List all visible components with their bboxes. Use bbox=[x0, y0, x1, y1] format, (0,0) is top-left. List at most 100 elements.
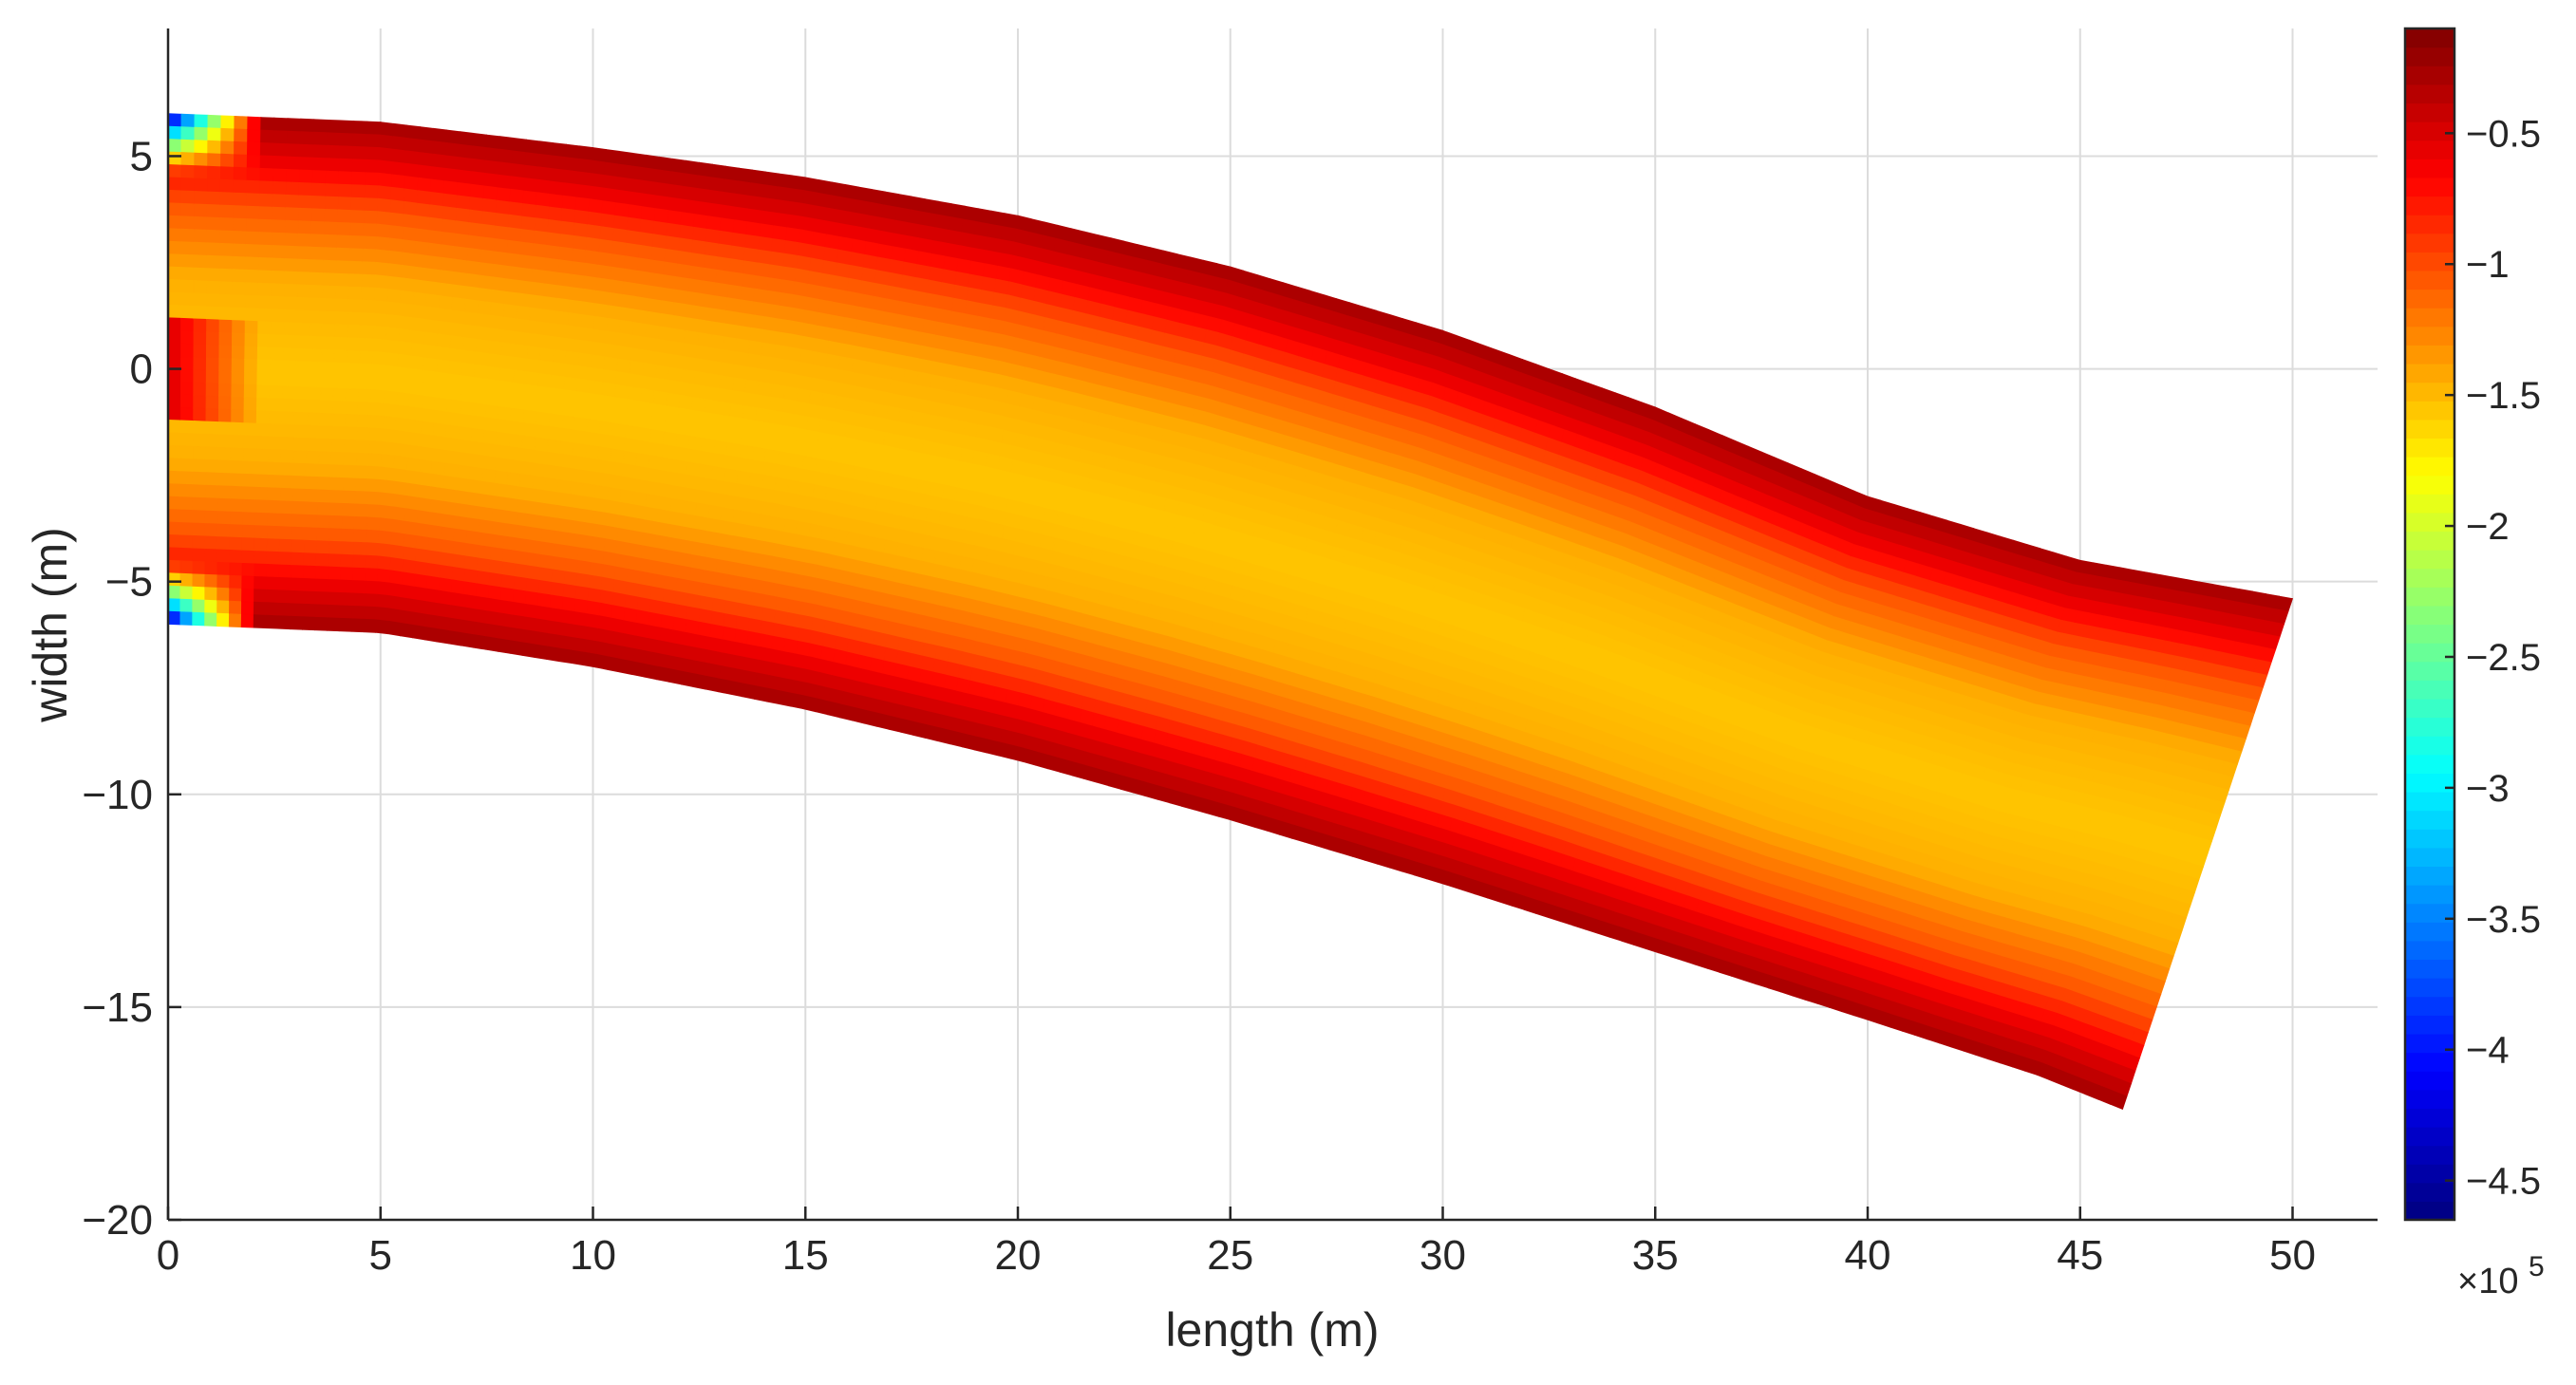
field-cell bbox=[310, 220, 326, 235]
field-cell bbox=[207, 165, 221, 180]
field-cell bbox=[295, 309, 310, 325]
field-cell bbox=[379, 504, 394, 520]
field-cell bbox=[233, 179, 248, 195]
field-cell bbox=[643, 167, 659, 183]
field-cell bbox=[621, 463, 637, 479]
field-cell bbox=[586, 600, 601, 617]
field-cell bbox=[219, 204, 235, 219]
field-cell bbox=[591, 159, 607, 176]
field-cell bbox=[514, 563, 529, 579]
field-cell bbox=[414, 573, 428, 590]
field-cell bbox=[205, 472, 219, 487]
field-cell bbox=[1010, 744, 1026, 762]
field-cell bbox=[536, 385, 553, 402]
field-cell bbox=[297, 246, 312, 261]
field-cell bbox=[523, 164, 539, 180]
field-cell bbox=[506, 239, 521, 255]
field-cell bbox=[231, 332, 246, 347]
field-cell bbox=[376, 211, 391, 226]
field-cell bbox=[762, 461, 779, 478]
field-cell bbox=[376, 593, 390, 609]
field-cell bbox=[204, 587, 218, 602]
field-cell bbox=[594, 653, 610, 670]
field-cell bbox=[662, 431, 678, 448]
field-cell bbox=[244, 308, 259, 323]
field-cell bbox=[563, 376, 578, 392]
field-cell bbox=[256, 333, 272, 348]
field-cell bbox=[321, 310, 336, 326]
field-cell bbox=[759, 500, 775, 517]
field-cell bbox=[477, 300, 492, 316]
field-cell bbox=[598, 433, 613, 450]
field-cell bbox=[476, 570, 491, 587]
field-cell bbox=[462, 324, 479, 340]
field-cell bbox=[405, 124, 422, 140]
field-cell bbox=[404, 520, 418, 536]
field-cell bbox=[180, 202, 196, 217]
field-cell bbox=[609, 279, 625, 295]
field-cell bbox=[693, 214, 709, 230]
field-cell bbox=[540, 334, 555, 350]
field-cell bbox=[373, 300, 388, 315]
field-cell bbox=[445, 424, 461, 440]
field-cell bbox=[286, 168, 301, 183]
field-cell bbox=[691, 239, 706, 256]
field-cell bbox=[426, 268, 442, 284]
field-cell bbox=[411, 329, 426, 346]
field-cell bbox=[230, 498, 244, 514]
field-cell bbox=[229, 588, 243, 603]
field-cell bbox=[622, 281, 637, 297]
field-cell bbox=[297, 233, 312, 248]
field-cell bbox=[524, 603, 538, 620]
field-cell bbox=[294, 385, 309, 401]
field-cell bbox=[179, 560, 194, 575]
field-cell bbox=[547, 633, 561, 649]
field-cell bbox=[338, 171, 353, 186]
field-cell bbox=[331, 425, 346, 440]
field-cell bbox=[367, 491, 382, 506]
field-cell bbox=[206, 254, 221, 270]
field-cell bbox=[561, 596, 576, 612]
field-cell bbox=[192, 471, 207, 486]
field-cell bbox=[498, 148, 514, 164]
field-cell bbox=[483, 172, 498, 189]
field-cell bbox=[519, 241, 535, 257]
field-cell bbox=[536, 605, 551, 622]
field-cell bbox=[579, 327, 595, 343]
field-cell bbox=[557, 259, 573, 275]
field-cell bbox=[615, 371, 630, 387]
field-cell bbox=[449, 605, 464, 621]
field-cell bbox=[442, 475, 458, 492]
field-cell bbox=[179, 394, 195, 409]
field-cell bbox=[462, 336, 478, 353]
field-cell bbox=[541, 515, 556, 532]
field-cell bbox=[447, 373, 462, 389]
field-cell bbox=[626, 399, 642, 416]
field-cell bbox=[473, 634, 487, 650]
field-cell bbox=[377, 555, 392, 571]
field-cell bbox=[417, 496, 432, 514]
field-cell bbox=[324, 208, 339, 223]
field-cell bbox=[412, 599, 427, 615]
field-cell bbox=[219, 192, 235, 206]
field-cell bbox=[484, 147, 500, 163]
field-cell bbox=[435, 371, 450, 387]
field-cell bbox=[509, 188, 525, 204]
field-cell bbox=[334, 310, 349, 326]
field-cell bbox=[302, 577, 317, 592]
field-cell bbox=[319, 387, 334, 402]
field-cell bbox=[537, 579, 553, 596]
field-cell bbox=[507, 459, 522, 475]
field-cell bbox=[205, 331, 220, 346]
field-cell bbox=[662, 274, 678, 290]
field-cell bbox=[295, 335, 310, 350]
field-cell bbox=[242, 512, 256, 527]
field-cell bbox=[591, 354, 606, 370]
field-cell bbox=[291, 500, 307, 515]
field-cell bbox=[342, 477, 357, 492]
field-cell bbox=[444, 450, 460, 466]
field-cell bbox=[614, 202, 630, 218]
field-cell bbox=[571, 649, 585, 666]
field-cell bbox=[576, 365, 592, 382]
field-cell bbox=[729, 681, 744, 698]
